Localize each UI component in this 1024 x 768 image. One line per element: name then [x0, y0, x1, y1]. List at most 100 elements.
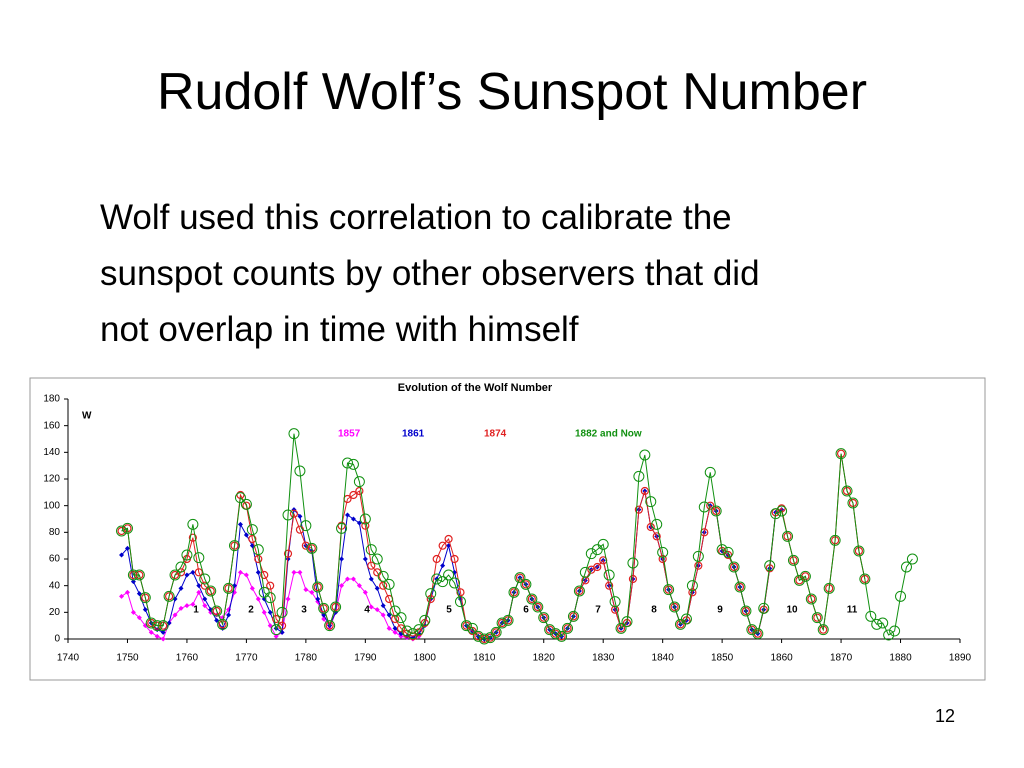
data-point: [377, 570, 389, 582]
data-point: [782, 530, 794, 542]
data-point: [145, 617, 157, 629]
data-point: [419, 614, 431, 626]
y-tick-label: 0: [54, 634, 60, 645]
data-point: [246, 524, 258, 536]
data-point: [859, 573, 871, 585]
chart-title: Evolution of the Wolf Number: [398, 382, 553, 394]
data-point: [266, 581, 275, 590]
data-point: [813, 613, 822, 622]
data-point: [319, 604, 328, 613]
legend-entry: 1882 and Now: [575, 429, 642, 440]
data-point: [178, 605, 184, 611]
cycle-label: 11: [847, 605, 858, 616]
y-tick-label: 140: [43, 447, 60, 458]
data-point: [569, 612, 578, 621]
data-point: [248, 534, 257, 544]
data-point: [202, 603, 208, 609]
data-point: [710, 505, 722, 517]
data-point: [163, 590, 175, 602]
data-point: [640, 486, 649, 496]
data-point: [877, 617, 889, 629]
legend-entry: 1874: [484, 429, 507, 440]
data-point: [532, 601, 544, 613]
x-tick-label: 1820: [533, 653, 556, 664]
data-point: [374, 607, 380, 613]
data-point: [315, 596, 321, 602]
data-point: [764, 560, 776, 572]
data-point: [260, 570, 269, 580]
slide-title: Rudolf Wolf’s Sunspot Number: [156, 63, 868, 121]
data-point: [181, 549, 193, 561]
data-point: [728, 561, 740, 573]
data-point: [723, 550, 733, 560]
data-point: [567, 610, 579, 622]
cycle-label: 1: [193, 605, 199, 616]
y-axis-label: W: [82, 411, 92, 422]
data-point: [116, 525, 128, 537]
data-point: [490, 626, 502, 638]
data-point: [692, 550, 704, 562]
data-point: [127, 569, 139, 581]
data-point: [196, 583, 202, 589]
data-point: [669, 601, 681, 613]
data-point: [339, 583, 345, 589]
data-point: [663, 584, 675, 596]
data-point: [645, 496, 657, 508]
data-point: [318, 602, 330, 614]
data-point: [503, 616, 513, 625]
body-line: not overlap in time with himself: [100, 310, 579, 349]
data-point: [223, 582, 235, 594]
data-point: [349, 490, 358, 500]
data-point: [188, 533, 197, 542]
data-point: [324, 620, 336, 632]
data-point: [130, 579, 136, 585]
data-point: [615, 622, 627, 634]
data-point: [160, 636, 166, 642]
data-point: [811, 612, 823, 624]
data-point: [327, 625, 333, 631]
data-point: [291, 569, 297, 575]
data-point: [502, 614, 514, 626]
cycle-label: 5: [446, 605, 452, 616]
data-point: [746, 624, 758, 636]
data-point: [789, 556, 798, 565]
x-tick-label: 1870: [830, 653, 853, 664]
data-point: [835, 448, 847, 460]
data-point: [234, 492, 246, 504]
data-point: [883, 629, 895, 641]
data-point: [407, 628, 419, 640]
data-point: [652, 532, 661, 541]
data-point: [347, 458, 359, 470]
cycle-label: 2: [248, 605, 254, 616]
data-point: [456, 588, 465, 597]
data-point: [282, 509, 294, 521]
data-point: [172, 612, 178, 618]
data-point: [621, 616, 633, 628]
data-point: [261, 609, 267, 615]
data-point: [297, 513, 303, 519]
y-tick-label: 100: [43, 500, 60, 511]
data-point: [119, 593, 125, 599]
data-point: [270, 624, 282, 636]
data-point: [413, 624, 425, 636]
data-point: [379, 581, 388, 590]
data-point: [133, 569, 145, 581]
data-point: [758, 602, 770, 614]
data-point: [148, 629, 154, 635]
data-point: [267, 609, 273, 615]
data-point: [367, 561, 376, 570]
data-point: [509, 588, 519, 597]
data-point: [805, 593, 817, 605]
data-point: [634, 505, 643, 514]
x-tick-label: 1810: [473, 653, 496, 664]
x-tick-label: 1760: [176, 653, 199, 664]
data-point: [817, 624, 829, 636]
data-point: [362, 589, 368, 595]
data-point: [330, 601, 342, 613]
data-point: [142, 607, 148, 613]
data-point: [462, 621, 471, 630]
data-point: [787, 554, 799, 566]
data-point: [847, 497, 859, 509]
x-tick-label: 1780: [295, 653, 318, 664]
